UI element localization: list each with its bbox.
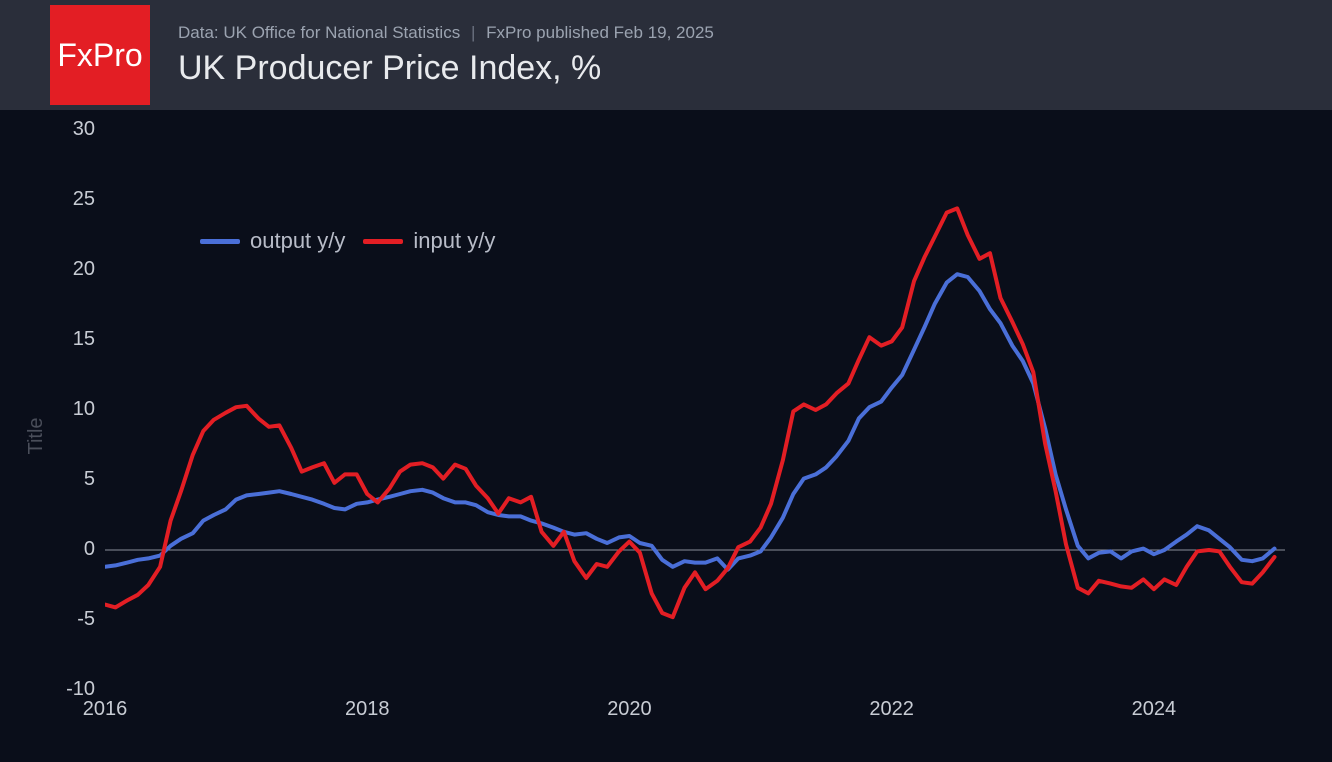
line-chart-plot [105, 130, 1285, 690]
legend-item: output y/y [200, 228, 345, 254]
y-tick-label: 10 [45, 398, 95, 421]
chart-header: FxPro Data: UK Office for National Stati… [0, 0, 1332, 110]
logo-text: FxPro [57, 37, 142, 74]
x-tick-label: 2024 [1132, 698, 1177, 721]
y-tick-label: -5 [45, 608, 95, 631]
x-tick-label: 2018 [345, 698, 390, 721]
legend-label: output y/y [250, 228, 345, 254]
header-text-block: Data: UK Office for National Statistics … [178, 23, 714, 88]
y-tick-label: 0 [45, 538, 95, 561]
source-prefix: Data: [178, 23, 219, 42]
x-tick-label: 2020 [607, 698, 652, 721]
y-tick-label: 20 [45, 258, 95, 281]
x-tick-label: 2022 [869, 698, 914, 721]
series-line-input [105, 208, 1275, 617]
legend-label: input y/y [413, 228, 495, 254]
y-tick-label: 30 [45, 118, 95, 141]
y-axis-title: Title [25, 417, 48, 454]
publisher: FxPro published Feb 19, 2025 [486, 23, 714, 42]
legend-swatch [363, 239, 403, 244]
y-tick-label: 25 [45, 188, 95, 211]
source-name: UK Office for National Statistics [223, 23, 460, 42]
y-tick-label: 5 [45, 468, 95, 491]
x-tick-label: 2016 [83, 698, 128, 721]
chart-area: Title -10-5051015202530 2016201820202022… [0, 110, 1332, 762]
separator: | [471, 23, 475, 42]
fxpro-logo: FxPro [50, 5, 150, 105]
legend-item: input y/y [363, 228, 495, 254]
y-tick-label: 15 [45, 328, 95, 351]
legend-swatch [200, 239, 240, 244]
chart-legend: output y/y input y/y [200, 228, 495, 254]
chart-title: UK Producer Price Index, % [178, 49, 714, 88]
series-line-output [105, 274, 1275, 569]
source-line: Data: UK Office for National Statistics … [178, 23, 714, 43]
